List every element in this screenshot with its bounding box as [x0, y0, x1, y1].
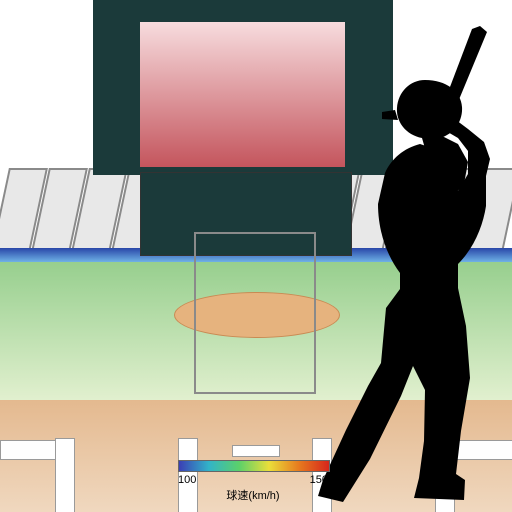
- pitch-scene: 100 150 球速(km/h): [0, 0, 512, 512]
- batter-silhouette: [318, 26, 512, 506]
- plate-line: [55, 438, 75, 512]
- speed-tick-max: 150: [310, 474, 328, 486]
- plate-line: [232, 445, 280, 457]
- scoreboard-screen: [140, 22, 345, 167]
- plate-line: [0, 440, 57, 460]
- speed-legend-label: 球速(km/h): [178, 487, 328, 503]
- speed-legend: 100 150 球速(km/h): [178, 460, 328, 503]
- strike-zone-box: [194, 232, 316, 394]
- speed-legend-ticks: 100 150: [178, 474, 328, 486]
- speed-legend-gradient: [178, 460, 330, 472]
- speed-tick-min: 100: [178, 474, 196, 486]
